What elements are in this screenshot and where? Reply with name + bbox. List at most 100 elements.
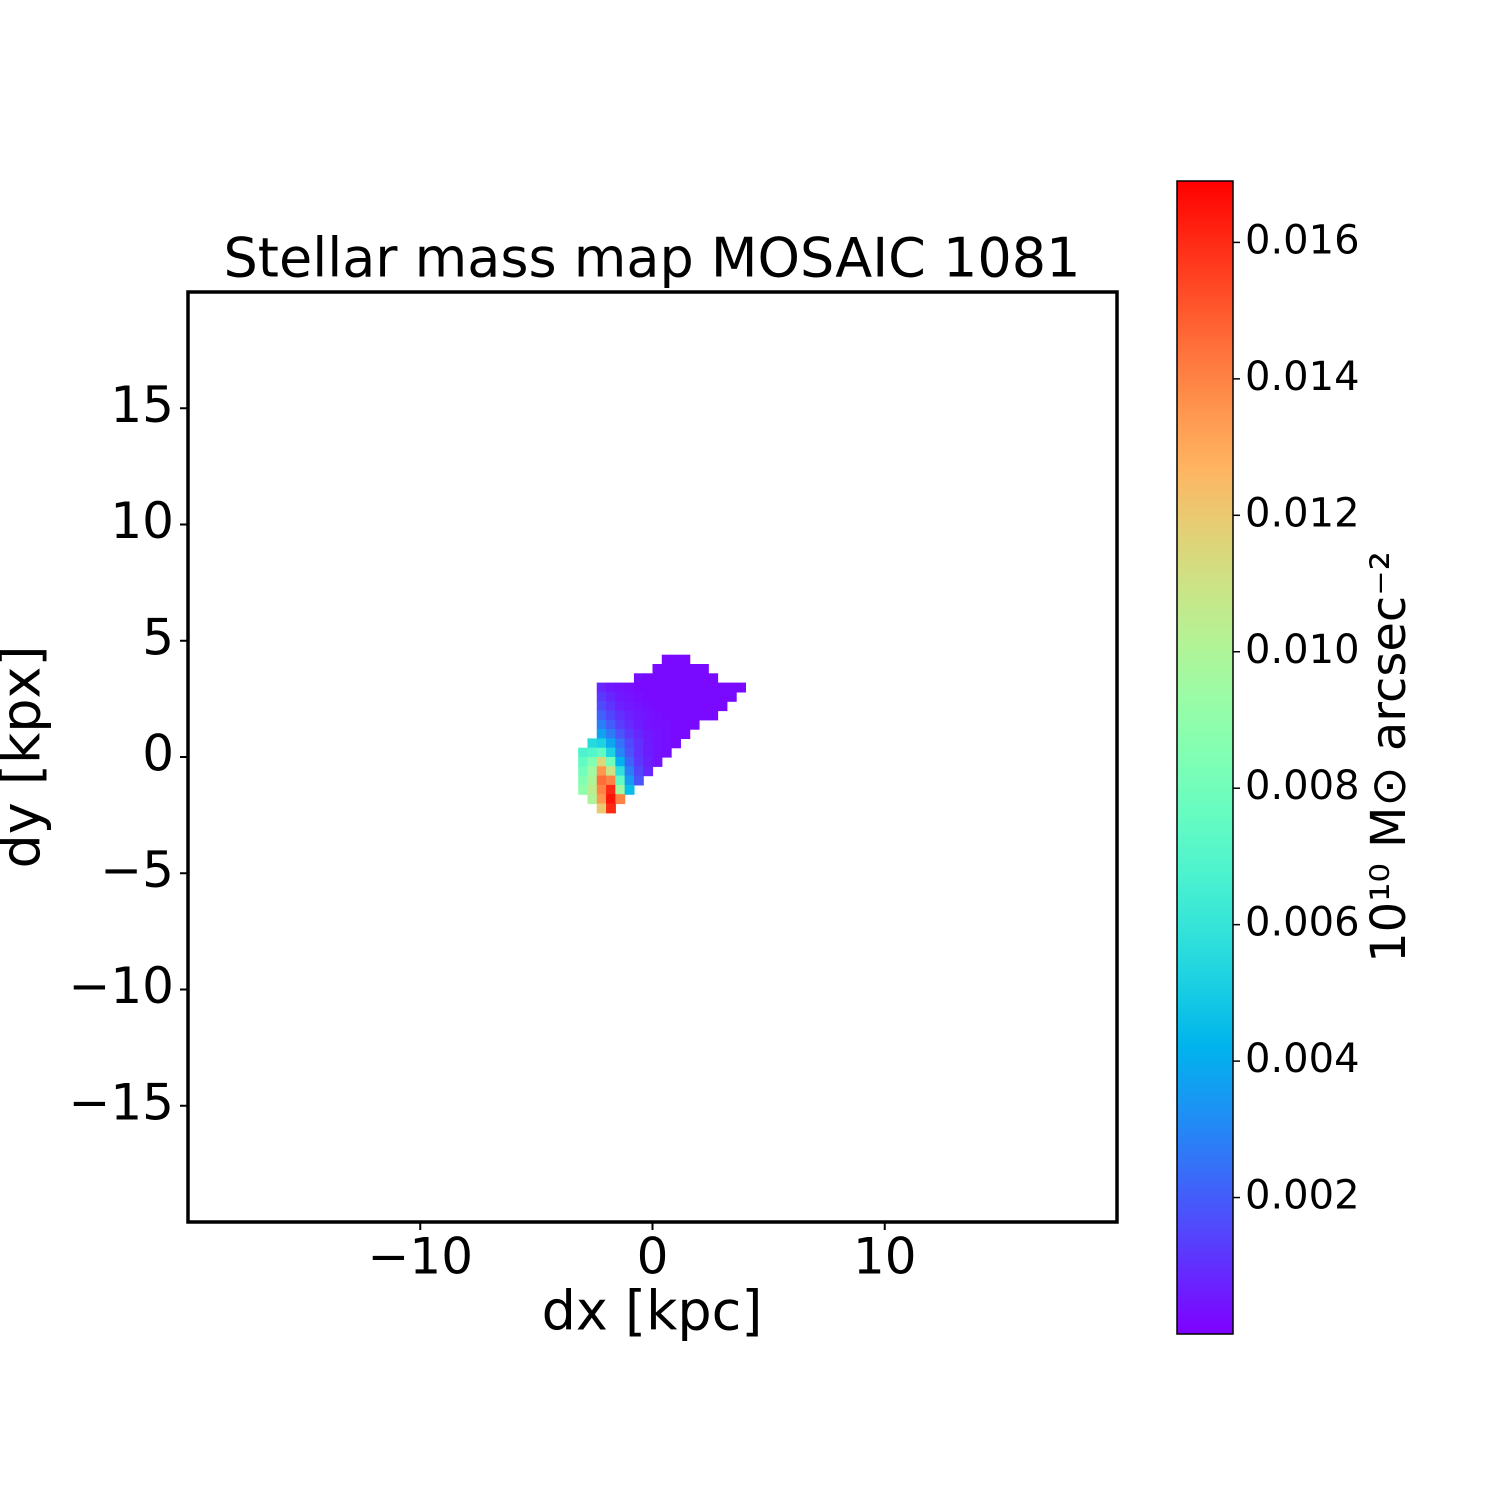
colorbar-tick-label: 0.012 [1245,490,1360,536]
heatmap-cell [606,747,616,758]
heatmap-cell [671,682,681,693]
heatmap-cell [671,664,681,674]
heatmap-cell [606,794,616,805]
heatmap-cell [615,784,626,795]
heatmap-cell [643,701,654,712]
heatmap-cell [698,691,709,702]
heatmap-cell [606,682,616,693]
heatmap-cell [615,729,626,739]
heatmap-cell [624,757,635,767]
heatmap-cell [606,691,616,702]
heatmap-cell [671,701,681,712]
heatmap-cell [671,710,681,721]
heatmap-cell [624,766,635,777]
heatmap-cell [587,766,598,777]
heatmap-cell [624,738,635,749]
heatmap-cell [596,803,607,814]
heatmap-cell [578,757,589,767]
heatmap-cell [652,719,663,730]
heatmap-cell [661,664,672,674]
heatmap-cell [661,691,672,702]
heatmap-cell [680,729,691,739]
heatmap-cell [596,682,607,693]
heatmap-cell [643,766,654,777]
heatmap-cell [708,701,719,712]
heatmap-cell [698,673,709,684]
heatmap-cell [578,747,589,758]
heatmap-cell [615,710,626,721]
heatmap-cell [717,701,728,712]
heatmap-cell [624,691,635,702]
y-tick-label: 5 [142,608,174,666]
heatmap-cell [633,738,644,749]
colorbar-tick-label: 0.004 [1245,1036,1360,1082]
heatmap-cell [717,682,728,693]
heatmap-cell [633,691,644,702]
colorbar-tick-label: 0.016 [1245,217,1360,263]
heatmap-cell [708,710,719,721]
heatmap-cell [596,729,607,739]
colorbar-tick-label: 0.014 [1245,354,1360,400]
heatmap-cell [615,691,626,702]
heatmap-cell [643,719,654,730]
colorbar-tick-label: 0.006 [1245,900,1360,946]
heatmap-cell [596,701,607,712]
heatmap-cell [615,719,626,730]
heatmap-cell [698,664,709,674]
heatmap-cell [643,682,654,693]
y-tick-label: 0 [142,725,174,783]
heatmap-cell [624,784,635,795]
heatmap-cell [680,701,691,712]
heatmap-cell [587,738,598,749]
heatmap-cell [615,757,626,767]
heatmap-cell [689,691,700,702]
heatmap-cell [661,682,672,693]
heatmap-cell [606,701,616,712]
heatmap-cell [633,766,644,777]
heatmap-cell [633,775,644,786]
heatmap-cell [633,719,644,730]
heatmap-cell [661,654,672,665]
heatmap-cell [596,747,607,758]
heatmap-cell [671,738,681,749]
heatmap-cell [615,794,626,805]
heatmap-cell [671,719,681,730]
heatmap-cell [606,729,616,739]
y-tick-label: −15 [68,1073,174,1131]
heatmap-cell [689,682,700,693]
heatmap-cell [596,738,607,749]
heatmap-cell [643,673,654,684]
heatmap-cell [633,747,644,758]
heatmap-cell [708,691,719,702]
heatmap-cell [680,673,691,684]
heatmap-cell [661,729,672,739]
heatmap-cell [596,719,607,730]
y-tick-label: 10 [110,492,174,550]
y-axis-label: dy [kpx] [0,645,53,868]
heatmap-cell [615,766,626,777]
heatmap-cell [652,747,663,758]
heatmap-cell [633,682,644,693]
x-tick-label: 10 [853,1228,917,1286]
heatmap-cell [680,691,691,702]
heatmap-cell [633,729,644,739]
heatmap-cell [596,710,607,721]
heatmap-cell [606,757,616,767]
heatmap-cell [661,673,672,684]
heatmap-cell [578,784,589,795]
x-tick-label: 0 [637,1228,669,1286]
heatmap-cell [689,710,700,721]
heatmap-cell [596,775,607,786]
heatmap-cell [606,719,616,730]
heatmap-cell [661,738,672,749]
heatmap-cell [578,766,589,777]
heatmap-cell [680,682,691,693]
heatmap-cell [680,664,691,674]
heatmap-cell [698,710,709,721]
heatmap-cell [717,691,728,702]
heatmap-cell [689,719,700,730]
heatmap-cell [661,710,672,721]
heatmap-cell [689,673,700,684]
